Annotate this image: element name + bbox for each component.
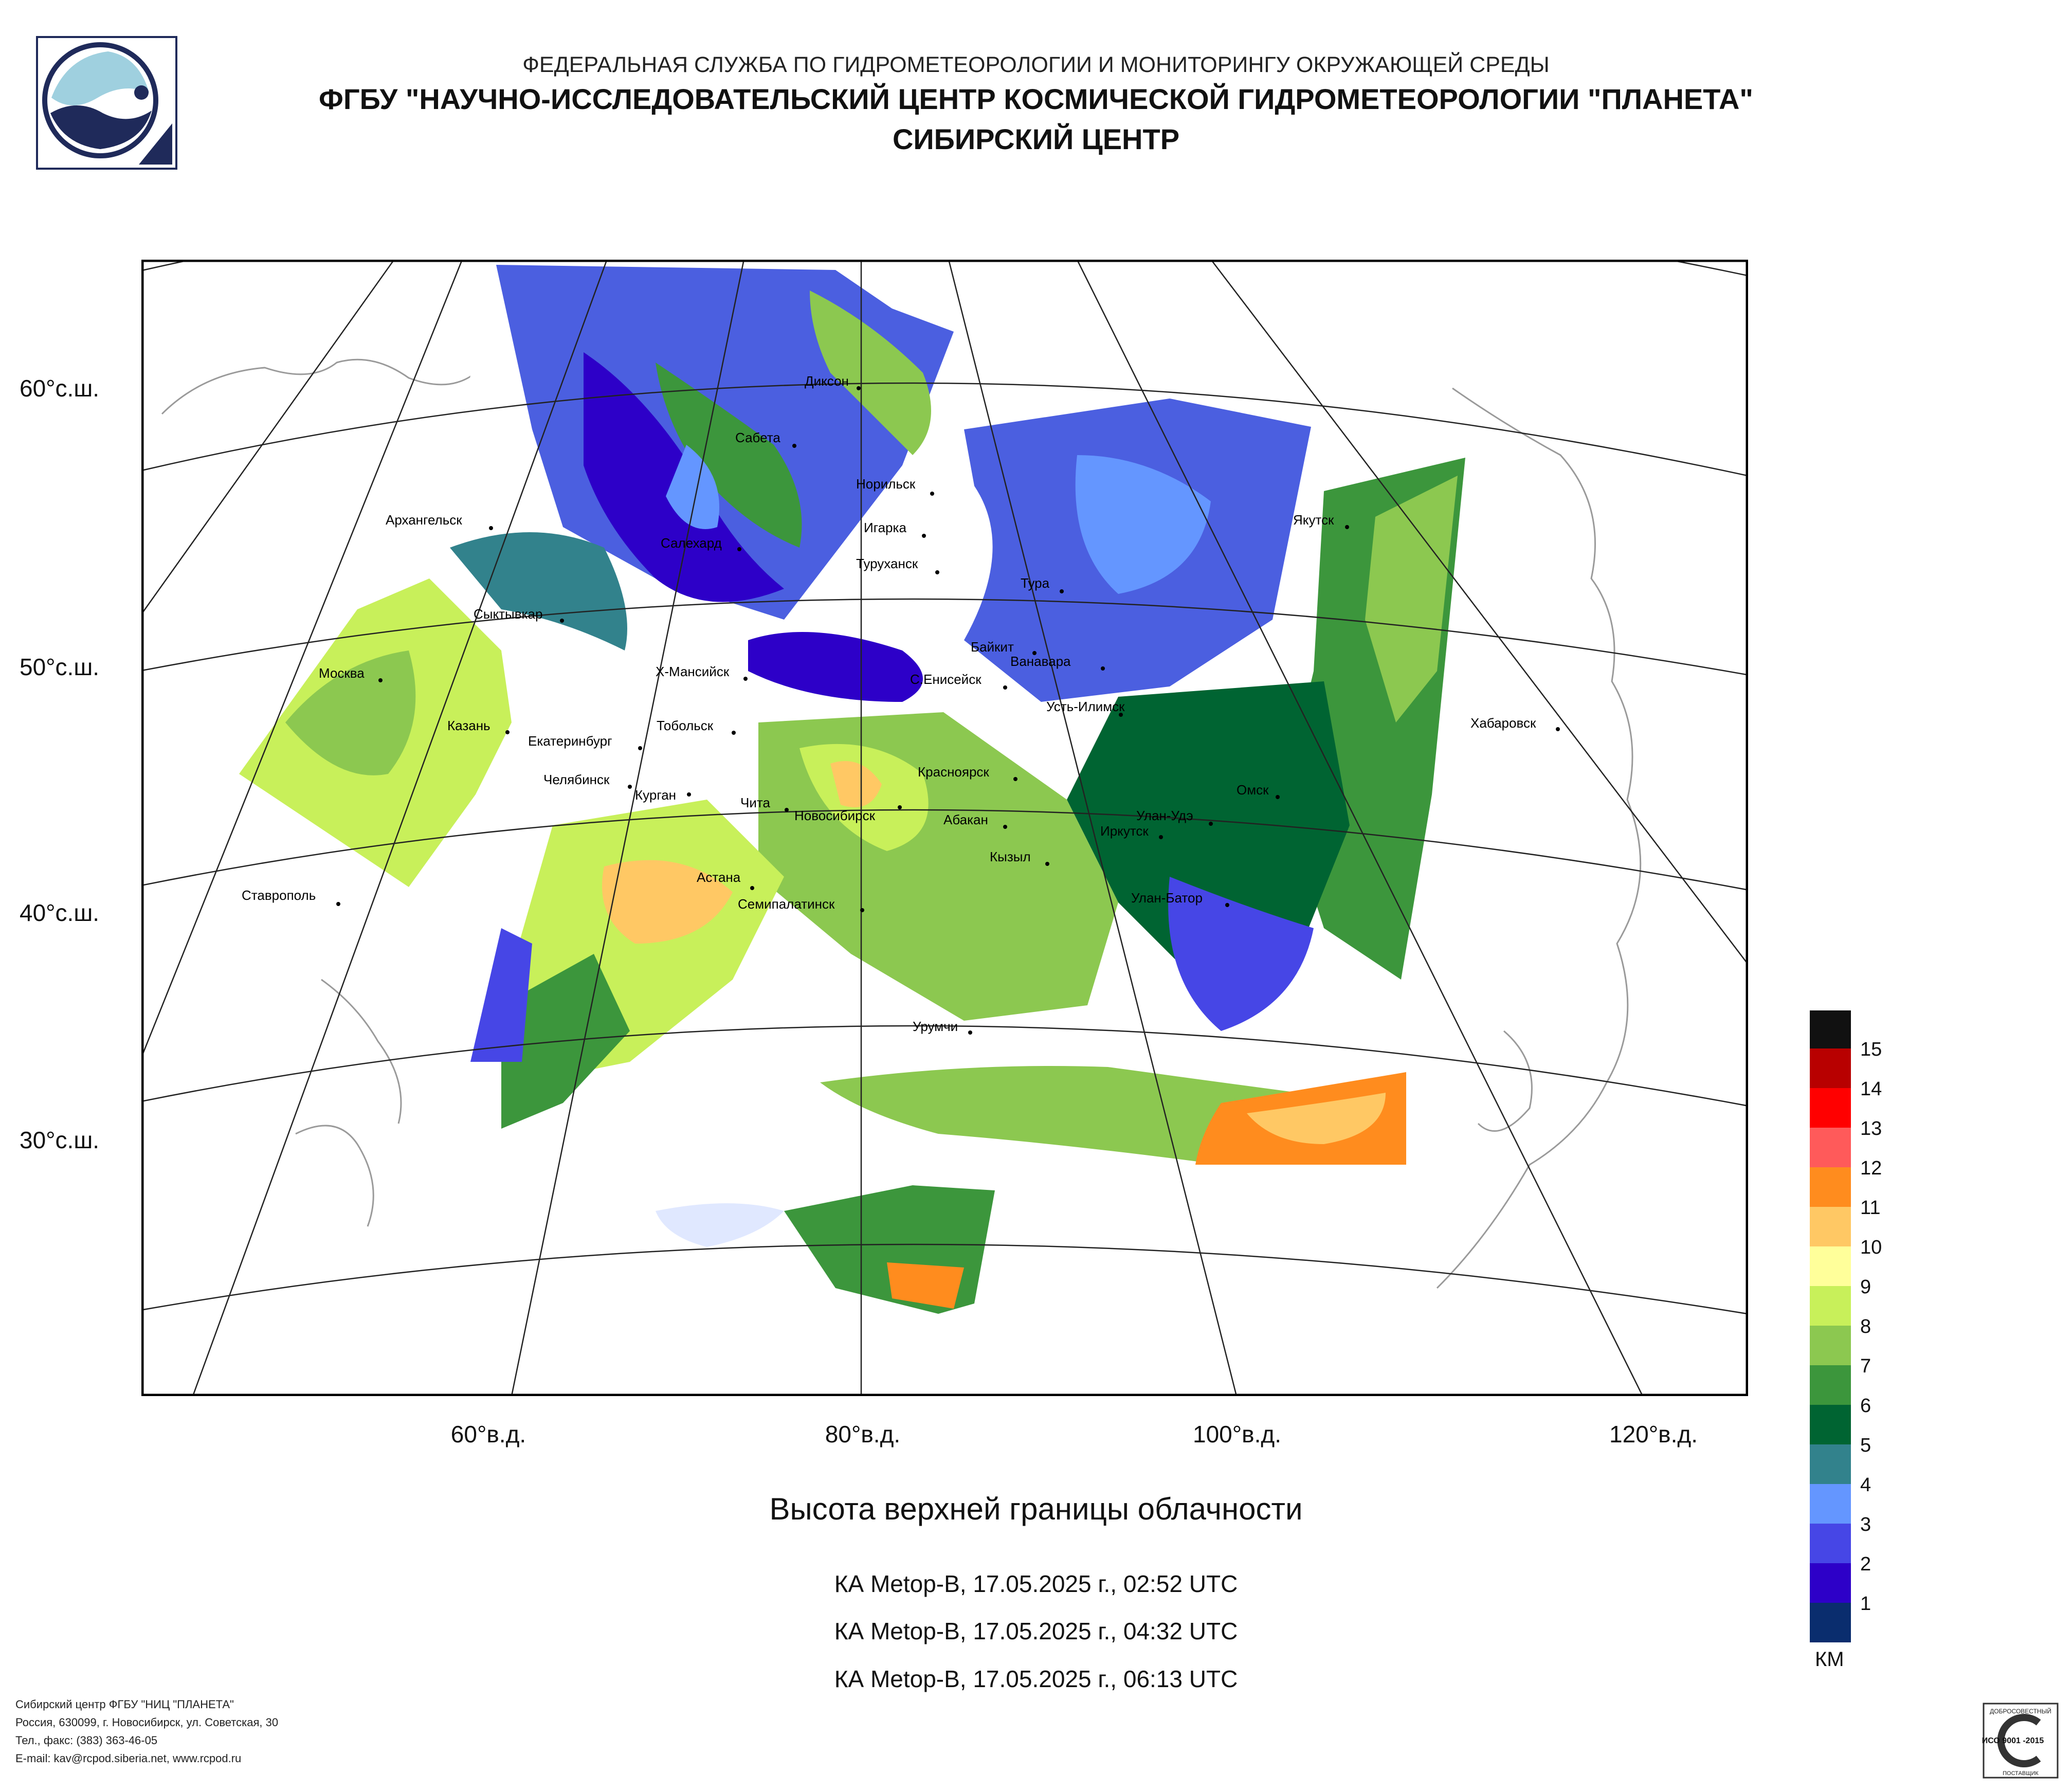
city-label: Казань <box>447 718 490 733</box>
legend-label: 5 <box>1860 1435 1871 1456</box>
lat-label: 50°с.ш. <box>20 654 100 680</box>
city-label: Х-Мансийск <box>656 664 730 679</box>
legend-swatch <box>1810 1246 1851 1286</box>
city-label: Абакан <box>943 812 988 827</box>
lon-label: 80°в.д. <box>825 1421 901 1448</box>
legend-swatch <box>1810 1365 1851 1405</box>
pass-info: КА Metop-B, 17.05.2025 г., 04:32 UTC <box>834 1618 1238 1644</box>
legend-label: 7 <box>1860 1355 1871 1377</box>
legend-swatch <box>1810 1128 1851 1167</box>
legend-swatch <box>1810 1207 1851 1246</box>
city-label: Туруханск <box>856 556 918 571</box>
lon-label: 100°в.д. <box>1193 1421 1281 1448</box>
planeta-logo <box>36 36 177 170</box>
lon-label: 120°в.д. <box>1609 1421 1698 1448</box>
legend-label: 6 <box>1860 1395 1871 1417</box>
lat-label: 60°с.ш. <box>20 375 100 402</box>
legend-swatch <box>1810 1603 1851 1642</box>
legend-label: 9 <box>1860 1276 1871 1298</box>
city-label: Астана <box>697 870 741 885</box>
center-title: СИБИРСКИЙ ЦЕНТР <box>892 123 1180 155</box>
iso-certificate-badge: ДОБРОСОВЕСТНЫЙ ИСО 9001 -2015 ПОСТАВЩИК <box>1982 1702 2059 1779</box>
footer-email: E-mail: kav@rcpod.siberia.net, www.rcpod… <box>15 1752 242 1765</box>
city-label: Улан-Удэ <box>1136 808 1193 823</box>
city-label: Байкит <box>971 639 1014 655</box>
city-label: Семипалатинск <box>738 896 835 912</box>
product-title: Высота верхней границы облачности <box>769 1492 1303 1526</box>
city-label: Хабаровск <box>1470 715 1536 731</box>
legend-label: 2 <box>1860 1553 1871 1575</box>
city-label: Диксон <box>805 373 849 389</box>
city-label: Чита <box>740 795 770 810</box>
city-label: Урумчи <box>913 1019 958 1034</box>
legend-label: 12 <box>1860 1157 1882 1179</box>
legend-label: 4 <box>1860 1474 1871 1496</box>
legend-label: 13 <box>1860 1118 1882 1139</box>
pass-info: КА Metop-B, 17.05.2025 г., 06:13 UTC <box>834 1666 1238 1692</box>
city-label: Салехард <box>661 535 722 551</box>
city-label: Сыктывкар <box>474 606 542 622</box>
city-label: Усть-Илимск <box>1046 699 1125 714</box>
city-label: Екатеринбург <box>528 733 612 749</box>
legend-swatch <box>1810 1088 1851 1128</box>
legend-swatch <box>1810 1484 1851 1524</box>
city-label: Курган <box>635 787 676 803</box>
svg-text:ПОСТАВЩИК: ПОСТАВЩИК <box>2003 1770 2039 1777</box>
lon-label: 60°в.д. <box>450 1421 526 1448</box>
legend-swatch <box>1810 1167 1851 1207</box>
legend-unit: КМ <box>1815 1648 1844 1671</box>
legend-swatch <box>1810 1286 1851 1326</box>
legend-swatch <box>1810 1010 1851 1048</box>
legend-swatch <box>1810 1563 1851 1603</box>
legend-label: 3 <box>1860 1514 1871 1535</box>
city-label: Игарка <box>864 520 906 535</box>
footer-address: Россия, 630099, г. Новосибирск, ул. Сове… <box>15 1716 279 1729</box>
lat-label: 30°с.ш. <box>20 1127 100 1153</box>
footer-phone: Тел., факс: (383) 363-46-05 <box>15 1734 158 1747</box>
city-label: Омск <box>1237 782 1269 798</box>
city-label: Улан-Батор <box>1131 890 1203 906</box>
city-label: Москва <box>319 665 365 681</box>
city-label: Якутск <box>1293 512 1334 528</box>
city-label: С.Енисейск <box>910 672 982 687</box>
city-label: Кызыл <box>990 849 1031 864</box>
legend-label: 10 <box>1860 1237 1882 1258</box>
footer-org: Сибирский центр ФГБУ "НИЦ "ПЛАНЕТА" <box>15 1698 234 1711</box>
city-label: Норильск <box>856 476 916 492</box>
legend-swatch <box>1810 1405 1851 1444</box>
legend-swatch <box>1810 1524 1851 1563</box>
city-label: Новосибирск <box>794 808 876 823</box>
city-label: Челябинск <box>543 772 610 787</box>
city-label: Красноярск <box>918 764 989 780</box>
city-label: Ставрополь <box>242 888 316 903</box>
legend-swatch <box>1810 1444 1851 1484</box>
city-label: Сабета <box>735 430 780 445</box>
legend-label: 1 <box>1860 1593 1871 1615</box>
pass-info: КА Metop-B, 17.05.2025 г., 02:52 UTC <box>834 1570 1238 1597</box>
city-label: Архангельск <box>386 512 462 528</box>
cloud-top-height-map: Диксон Сабета Норильск Якутск Архангельс… <box>141 259 1749 1397</box>
city-label: Иркутск <box>1100 823 1149 839</box>
legend-label: 8 <box>1860 1316 1871 1337</box>
svg-text:ИСО 9001 -2015: ИСО 9001 -2015 <box>1982 1736 2044 1745</box>
city-label: Тобольск <box>657 718 714 733</box>
cloud-coverage <box>239 260 1465 1314</box>
city-labels: Диксон Сабета Норильск Якутск Архангельс… <box>242 373 1560 1035</box>
legend-label: 11 <box>1860 1197 1881 1219</box>
legend-label: 14 <box>1860 1078 1882 1100</box>
legend-swatch <box>1810 1326 1851 1365</box>
city-label: Ванавара <box>1010 654 1071 669</box>
legend-swatch <box>1810 1048 1851 1088</box>
graticule <box>141 260 1748 1396</box>
lat-label: 40°с.ш. <box>20 899 100 926</box>
institute-title: ФГБУ "НАУЧНО-ИССЛЕДОВАТЕЛЬСКИЙ ЦЕНТР КОС… <box>319 83 1753 115</box>
legend-label: 15 <box>1860 1039 1882 1060</box>
agency-line: ФЕДЕРАЛЬНАЯ СЛУЖБА ПО ГИДРОМЕТЕОРОЛОГИИ … <box>522 52 1550 77</box>
city-label: Тура <box>1021 575 1050 591</box>
svg-text:ДОБРОСОВЕСТНЫЙ: ДОБРОСОВЕСТНЫЙ <box>1990 1707 2051 1715</box>
